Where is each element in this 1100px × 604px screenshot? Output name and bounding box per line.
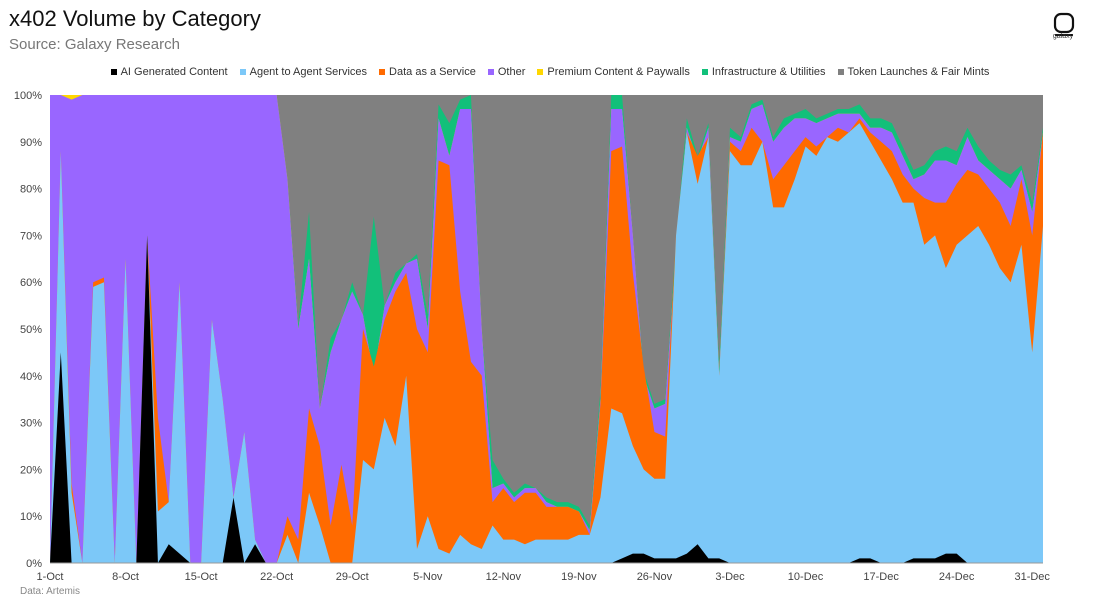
x-tick-label: 24-Dec (939, 571, 975, 583)
x-tick-label: 12-Nov (486, 571, 522, 583)
x-tick-label: 1-Oct (37, 571, 64, 583)
legend-label: Premium Content & Paywalls (547, 66, 690, 78)
legend-label: Infrastructure & Utilities (711, 66, 826, 78)
legend-swatch (379, 69, 386, 75)
legend-item: Agent to Agent Services (239, 66, 368, 78)
legend-item: Other (487, 66, 526, 78)
legend-item: Premium Content & Paywalls (537, 66, 690, 78)
chart-title: x402 Volume by Category (9, 6, 261, 31)
x-tick-label: 3-Dec (715, 571, 745, 583)
x-tick-label: 10-Dec (788, 571, 824, 583)
y-tick-label: 50% (20, 324, 42, 336)
x-tick-label: 5-Nov (413, 571, 443, 583)
legend-swatch (110, 69, 117, 75)
y-tick-label: 90% (20, 137, 42, 149)
y-tick-label: 10% (20, 511, 42, 523)
x-tick-label: 8-Oct (112, 571, 139, 583)
legend-swatch (837, 69, 844, 75)
legend-swatch (537, 69, 544, 75)
x-tick-label: 29-Oct (336, 571, 369, 583)
x-tick-label: 26-Nov (637, 571, 673, 583)
series-area (50, 235, 1043, 563)
y-tick-label: 70% (20, 230, 42, 242)
y-tick-label: 40% (20, 371, 42, 383)
chart-legend: AI Generated Content Agent to Agent Servi… (0, 66, 1100, 78)
y-tick-label: 20% (20, 464, 42, 476)
y-tick-label: 30% (20, 418, 42, 430)
x-tick-label: 15-Oct (185, 571, 218, 583)
legend-item: AI Generated Content (110, 66, 228, 78)
legend-swatch (239, 69, 246, 75)
x-tick-label: 17-Dec (863, 571, 899, 583)
series-area (50, 123, 1043, 563)
x-tick-label: 22-Oct (260, 571, 293, 583)
legend-item: Data as a Service (379, 66, 476, 78)
x-tick-label: 31-Dec (1014, 571, 1050, 583)
y-tick-label: 100% (14, 90, 42, 102)
legend-swatch (487, 69, 494, 75)
galaxy-logo-icon (1053, 12, 1075, 36)
legend-swatch (701, 69, 708, 75)
legend-label: Other (497, 66, 526, 78)
x-tick-label: 19-Nov (561, 571, 597, 583)
data-source: Data: Artemis (20, 586, 81, 597)
chart-subtitle: Source: Galaxy Research (9, 36, 180, 53)
y-tick-label: 80% (20, 184, 42, 196)
legend-label: AI Generated Content (120, 66, 228, 78)
legend-label: Token Launches & Fair Mints (847, 66, 990, 78)
legend-item: Token Launches & Fair Mints (837, 66, 990, 78)
logo-text: galaxy (1052, 33, 1074, 40)
y-tick-label: 60% (20, 277, 42, 289)
legend-label: Agent to Agent Services (249, 66, 368, 78)
legend-item: Infrastructure & Utilities (701, 66, 826, 78)
y-tick-label: 0% (26, 558, 42, 570)
legend-label: Data as a Service (389, 66, 476, 78)
